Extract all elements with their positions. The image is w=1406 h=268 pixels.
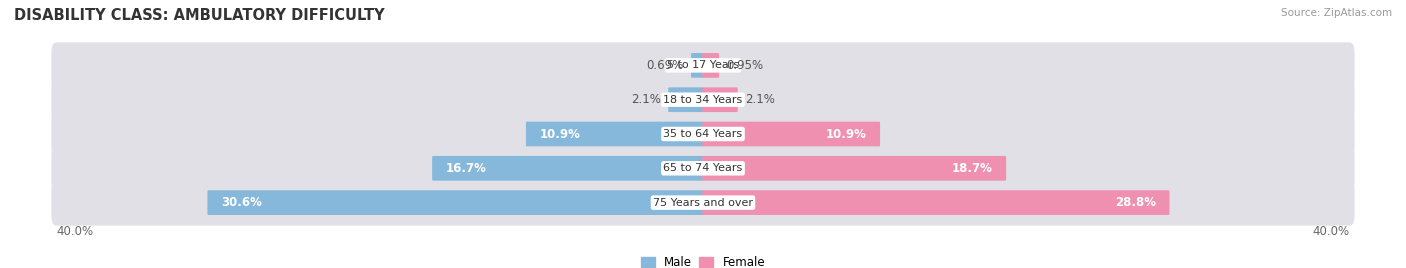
Text: 18 to 34 Years: 18 to 34 Years [664,95,742,105]
Text: 40.0%: 40.0% [56,225,93,238]
Text: 0.69%: 0.69% [647,59,683,72]
Text: 10.9%: 10.9% [825,128,866,140]
FancyBboxPatch shape [702,190,1170,215]
FancyBboxPatch shape [702,53,720,78]
Text: 30.6%: 30.6% [221,196,262,209]
FancyBboxPatch shape [52,180,1354,226]
FancyBboxPatch shape [432,156,704,181]
FancyBboxPatch shape [702,87,738,112]
Text: 5 to 17 Years: 5 to 17 Years [666,60,740,70]
FancyBboxPatch shape [702,122,880,146]
Text: 16.7%: 16.7% [446,162,486,175]
Text: 2.1%: 2.1% [631,93,661,106]
FancyBboxPatch shape [690,53,704,78]
Text: 65 to 74 Years: 65 to 74 Years [664,163,742,173]
Text: Source: ZipAtlas.com: Source: ZipAtlas.com [1281,8,1392,18]
Text: DISABILITY CLASS: AMBULATORY DIFFICULTY: DISABILITY CLASS: AMBULATORY DIFFICULTY [14,8,385,23]
Text: 2.1%: 2.1% [745,93,775,106]
Legend: Male, Female: Male, Female [641,256,765,268]
FancyBboxPatch shape [52,145,1354,191]
FancyBboxPatch shape [52,42,1354,88]
Text: 18.7%: 18.7% [952,162,993,175]
FancyBboxPatch shape [52,77,1354,123]
FancyBboxPatch shape [702,156,1007,181]
Text: 35 to 64 Years: 35 to 64 Years [664,129,742,139]
Text: 10.9%: 10.9% [540,128,581,140]
FancyBboxPatch shape [208,190,704,215]
Text: 75 Years and over: 75 Years and over [652,198,754,208]
FancyBboxPatch shape [668,87,704,112]
FancyBboxPatch shape [526,122,704,146]
Text: 40.0%: 40.0% [1313,225,1350,238]
Text: 28.8%: 28.8% [1115,196,1156,209]
Text: 0.95%: 0.95% [727,59,763,72]
FancyBboxPatch shape [52,111,1354,157]
